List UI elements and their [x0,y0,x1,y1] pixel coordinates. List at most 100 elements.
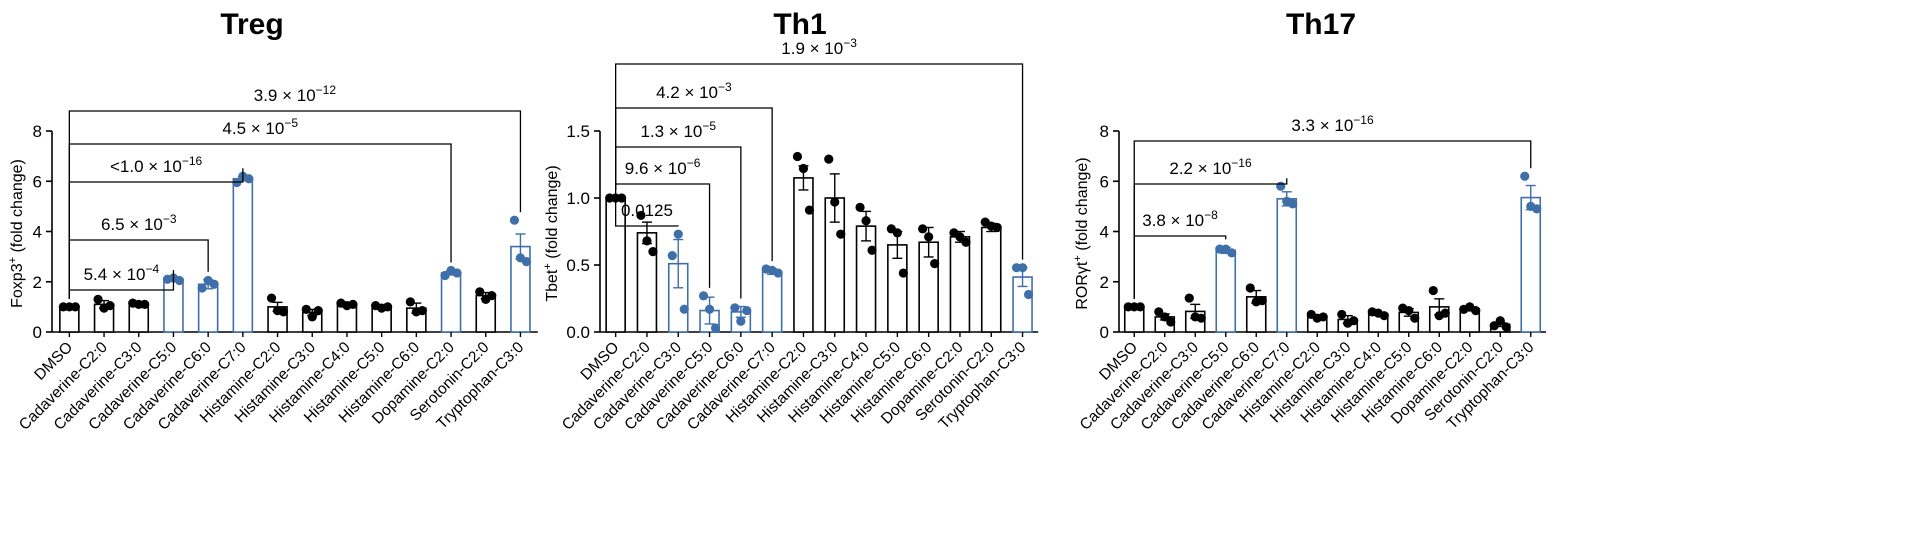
data-point [1245,283,1255,293]
p-value-label: 3.3 × 10−16 [1291,113,1374,135]
data-point [667,251,677,261]
data-point [918,224,928,234]
p-value-label: 9.6 × 10−6 [625,156,701,178]
y-tick-label: 1.5 [566,122,590,141]
bar [761,270,783,333]
data-point [244,174,254,184]
data-point [1404,306,1414,316]
bar [1520,196,1542,333]
p-value-label: 4.5 × 10−5 [222,116,298,138]
data-point [105,301,115,311]
data-point [673,229,683,239]
bar [949,236,971,333]
p-value-label: 1.3 × 10−5 [640,119,716,141]
y-tick-label: 2 [1100,273,1109,292]
y-tick-label: 2 [33,273,42,292]
data-point [930,259,940,269]
data-point [924,232,934,242]
p-value-label: 6.5 × 10−3 [101,212,177,234]
p-value-label: 4.2 × 10−3 [656,80,732,102]
data-point [1184,293,1194,303]
data-point [892,228,902,238]
data-point [301,304,311,314]
significance-bracket [1133,235,1227,299]
data-point [487,290,497,301]
bar [232,177,254,333]
significance-bracket [1133,140,1532,299]
data-point [698,291,709,301]
data-point [1318,312,1328,322]
data-point [174,275,185,286]
p-value-label: 0.0125 [621,201,673,220]
data-point [307,312,317,322]
data-point [855,202,865,212]
data-point [867,245,877,255]
y-tick-label: 8 [33,122,42,141]
data-point [736,316,746,326]
data-point [617,193,627,203]
data-point [1135,302,1145,312]
data-point [1276,181,1286,191]
data-point [1428,285,1438,296]
significance-bracket [615,63,1024,260]
data-point [1520,171,1530,181]
bar [1276,198,1298,333]
data-point [961,237,971,247]
data-point [898,268,908,278]
y-tick-label: 6 [33,172,42,191]
y-tick-label: 6 [1100,172,1109,191]
data-point [1196,313,1206,323]
data-point [636,210,646,221]
data-point [278,307,289,317]
y-tick-label: 0 [1100,323,1109,342]
data-point [792,151,803,162]
data-point [824,154,834,164]
data-point [1495,316,1505,326]
data-point [313,306,323,316]
p-value-label: 1.9 × 10−3 [781,36,857,58]
bar [855,225,877,333]
chart-title: Th17 [1286,8,1356,41]
data-point [1257,295,1267,306]
bar [1215,249,1237,333]
data-point [798,163,809,174]
data-point [266,293,277,303]
data-point [679,304,689,314]
y-tick-label: 0.0 [566,323,590,342]
y-axis-label: Foxp3+ (fold change) [7,159,26,308]
data-point [955,232,965,242]
y-tick-label: 0 [33,323,42,342]
data-point [861,216,871,226]
bar [793,177,814,333]
significance-bracket [68,110,522,299]
data-point [1379,311,1389,321]
data-point [509,215,520,225]
data-point [405,297,415,307]
data-point [648,247,658,257]
significance-bracket [615,183,711,288]
data-point [348,299,358,309]
data-point [992,222,1002,233]
data-point [1440,308,1450,318]
chart-title: Th1 [773,8,826,41]
y-tick-label: 8 [1100,122,1109,141]
data-point [417,306,427,316]
y-tick-label: 4 [33,223,42,242]
bar [980,226,1002,333]
data-point [1349,316,1359,326]
p-value-label: 3.9 × 10−12 [254,83,337,105]
data-point [710,323,721,333]
chart-title: Treg [220,8,283,41]
y-axis-label: Tbet+ (fold change) [542,165,561,301]
data-point [93,294,103,304]
p-value-label: 5.4 × 10−4 [84,262,160,284]
data-point [642,236,652,246]
data-point [773,268,783,278]
data-point [70,302,80,312]
data-point [1337,309,1347,320]
data-point [730,303,740,313]
